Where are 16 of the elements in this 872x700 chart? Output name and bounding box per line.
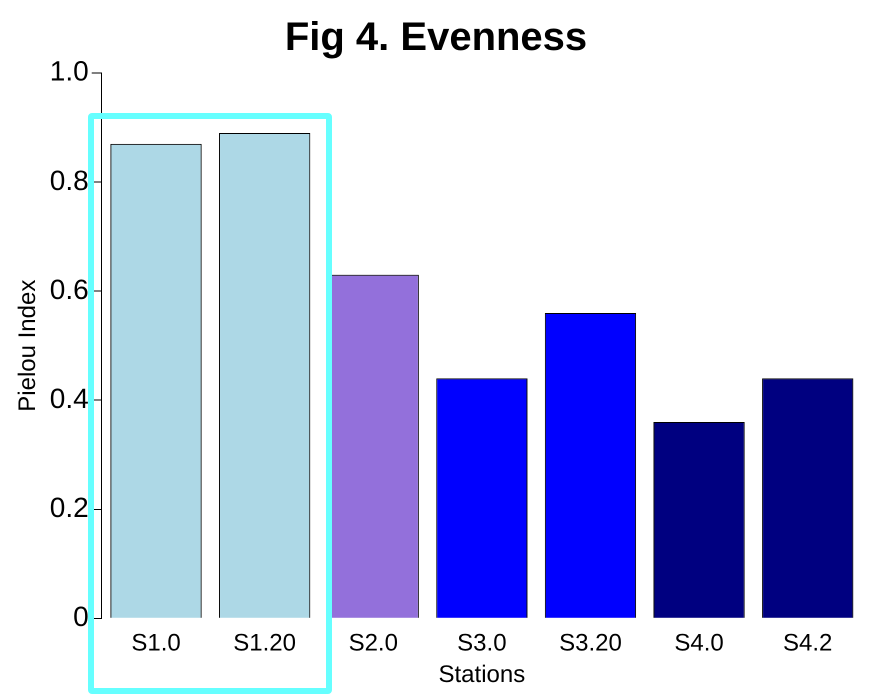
x-axis-title: Stations <box>438 661 526 688</box>
x-tick-label: S4.0 <box>674 629 724 656</box>
y-tick-label: 0 <box>73 601 89 632</box>
x-tick-label: S3.0 <box>457 629 507 656</box>
y-axis-title: Pielou Index <box>14 280 42 412</box>
y-tick-label: 0.4 <box>50 382 89 414</box>
y-tick-label: 0.6 <box>50 274 89 305</box>
y-tick-label: 0.8 <box>50 164 89 196</box>
x-tick-label: S3.20 <box>559 629 622 656</box>
y-tick-label: 0.2 <box>50 492 89 524</box>
y-tick-label: 1.0 <box>50 56 89 87</box>
x-tick-label: S4.2 <box>783 629 832 656</box>
x-tick-label: S1.20 <box>233 629 296 656</box>
chart-title: Fig 4. Evenness <box>284 15 588 60</box>
x-tick-label: S1.0 <box>131 629 181 656</box>
x-tick-label: S2.0 <box>348 629 398 656</box>
